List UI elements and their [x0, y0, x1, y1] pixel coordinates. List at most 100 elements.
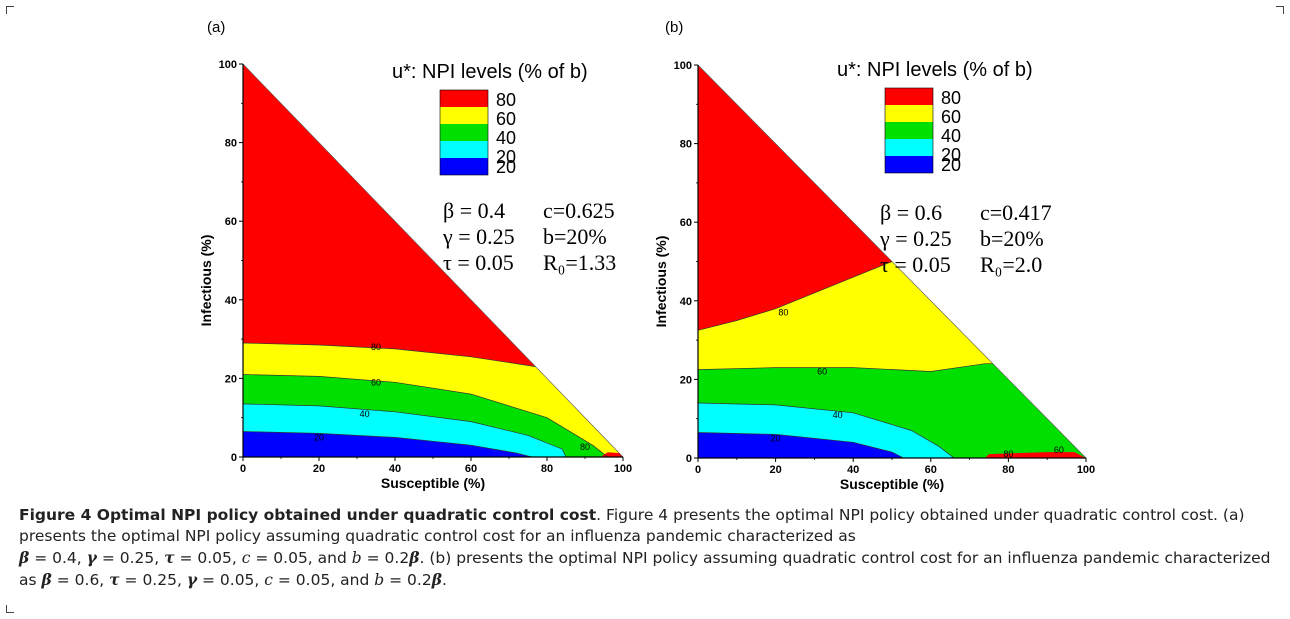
- contour-label: 80: [1003, 449, 1013, 459]
- caption-beta: β: [431, 570, 442, 589]
- legend-swatch: [885, 105, 933, 122]
- y-tick-label: 60: [225, 216, 237, 228]
- param-value: b=20%: [980, 226, 1044, 251]
- param-label: β = 0.6: [880, 200, 942, 225]
- contour-line: [243, 374, 609, 457]
- contour-line: [698, 261, 893, 331]
- contour-label: 20: [771, 433, 781, 443]
- x-tick-label: 20: [769, 464, 781, 476]
- x-tick-label: 100: [1077, 464, 1095, 476]
- param-value: c=0.417: [980, 200, 1052, 225]
- contour-label: 80: [371, 342, 381, 352]
- caption-tau: τ: [109, 570, 120, 589]
- caption-text: = 0.05, and: [272, 571, 375, 589]
- contour-line: [698, 432, 904, 458]
- param-label: τ = 0.05: [443, 250, 514, 275]
- y-tick-label: 0: [231, 452, 237, 464]
- contour-line: [243, 342, 536, 367]
- x-axis-label: Susceptible (%): [381, 475, 485, 491]
- y-tick-label: 80: [225, 138, 237, 150]
- y-axis-label: Infectious (%): [653, 236, 669, 328]
- region-blue: [698, 432, 1086, 458]
- caption-title: Figure 4 Optimal NPI policy obtained und…: [19, 506, 597, 524]
- x-tick-label: 20: [313, 463, 325, 475]
- contour-label: 60: [1054, 445, 1064, 455]
- legend-swatch: [885, 139, 933, 156]
- caption-b: b: [374, 571, 385, 589]
- caption-text: = 0.05,: [197, 571, 265, 589]
- caption-text: = 0.6,: [51, 571, 110, 589]
- caption-b: b: [351, 549, 362, 567]
- param-value: R₀=1.33: [543, 250, 616, 275]
- caption-gamma: γ: [186, 570, 198, 589]
- x-tick-label: 0: [240, 463, 246, 475]
- panel-label: (a): [207, 19, 225, 36]
- y-tick-label: 100: [674, 60, 692, 72]
- param-label: τ = 0.05: [880, 252, 951, 277]
- figure-frame: [6, 6, 1284, 613]
- figure-caption: Figure 4 Optimal NPI policy obtained und…: [19, 505, 1274, 591]
- caption-body-1: . Figure 4 presents the optimal NPI poli…: [19, 506, 1245, 545]
- y-tick-label: 100: [219, 59, 237, 71]
- contour-line: [243, 403, 567, 457]
- legend-title: u*: NPI levels (% of b): [837, 59, 1033, 81]
- legend-swatch: [440, 124, 488, 141]
- region-red-corner: [985, 452, 1086, 458]
- param-label: γ = 0.25: [442, 224, 515, 249]
- legend-swatch: [885, 88, 933, 105]
- param-value: c=0.625: [543, 198, 615, 223]
- param-value: R₀=2.0: [980, 252, 1042, 277]
- legend-swatch: [440, 158, 488, 175]
- caption-text: = 0.2: [361, 549, 410, 567]
- triangle-edge: [697, 64, 1087, 459]
- contour-label: 40: [833, 410, 843, 420]
- param-value: b=20%: [543, 224, 607, 249]
- caption-text: = 0.05,: [174, 549, 242, 567]
- legend-tick-label: 40: [941, 126, 961, 146]
- region-blue: [243, 431, 623, 457]
- contour-label: 60: [371, 377, 381, 387]
- legend-tick-label: 20: [496, 147, 516, 167]
- legend-swatch: [440, 141, 488, 158]
- caption-text: = 0.4,: [29, 549, 87, 567]
- legend-tick-label: 20: [496, 157, 516, 177]
- caption-beta: β: [41, 570, 52, 589]
- contour-label: 80: [778, 308, 788, 318]
- contour-label: 60: [817, 367, 827, 377]
- y-tick-label: 20: [680, 374, 692, 386]
- x-tick-label: 0: [695, 464, 701, 476]
- contour-label: 80: [580, 442, 590, 452]
- y-tick-label: 0: [686, 453, 692, 465]
- y-tick-label: 20: [225, 373, 237, 385]
- x-tick-label: 60: [925, 464, 937, 476]
- param-label: γ = 0.25: [879, 226, 952, 251]
- legend-tick-label: 60: [496, 109, 516, 129]
- caption-text: = 0.2: [384, 571, 432, 589]
- legend-border: [884, 87, 934, 174]
- legend-swatch: [885, 122, 933, 139]
- y-tick-label: 80: [680, 139, 692, 151]
- caption-text: = 0.25,: [119, 571, 187, 589]
- legend-tick-label: 80: [941, 88, 961, 108]
- x-tick-label: 80: [541, 463, 553, 475]
- caption-gamma: γ: [86, 548, 97, 567]
- legend-tick-label: 60: [941, 107, 961, 127]
- caption-c: c: [241, 549, 251, 567]
- y-axis-label: Infectious (%): [198, 235, 214, 327]
- caption-text: = 0.05, and: [250, 549, 352, 567]
- legend-tick-label: 80: [496, 90, 516, 110]
- legend-border: [439, 89, 489, 176]
- legend-tick-label: 20: [941, 155, 961, 175]
- contour-label: 40: [360, 409, 370, 419]
- legend-swatch: [885, 156, 933, 173]
- contour-line: [698, 402, 955, 458]
- panel-label: (b): [665, 19, 683, 36]
- y-tick-label: 40: [680, 296, 692, 308]
- x-tick-label: 100: [614, 463, 632, 475]
- caption-c: c: [264, 571, 273, 589]
- legend-title: u*: NPI levels (% of b): [392, 61, 588, 83]
- x-axis-label: Susceptible (%): [840, 476, 944, 492]
- legend-swatch: [440, 90, 488, 107]
